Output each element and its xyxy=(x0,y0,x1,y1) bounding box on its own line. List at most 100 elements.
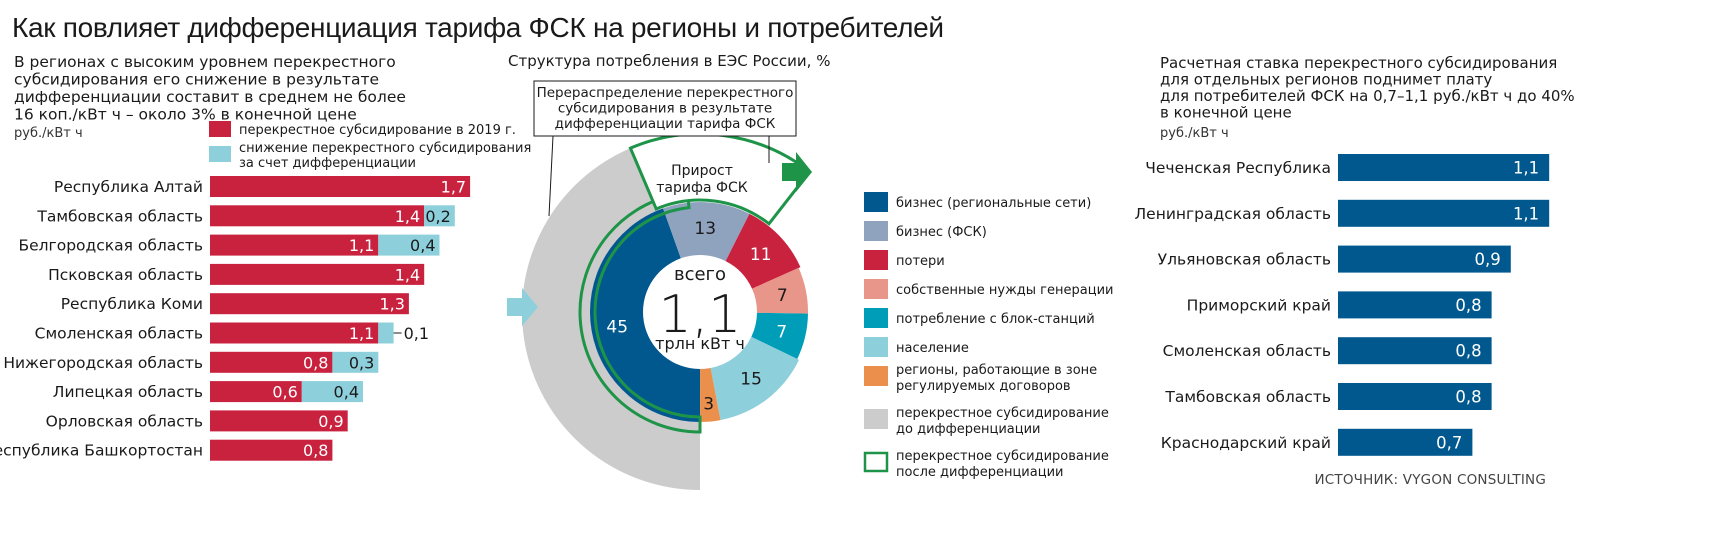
bar xyxy=(1338,245,1511,273)
unit-label: руб./кВт ч xyxy=(14,126,83,141)
bar-value-label: 0,4 xyxy=(410,236,435,255)
chart-subtitle-line: В регионах с высоким уровнем перекрестно… xyxy=(14,53,396,71)
bar-value-label: 0,2 xyxy=(425,207,450,226)
bar xyxy=(1338,199,1550,227)
chart-subtitle-line: в конечной цене xyxy=(1160,104,1292,122)
bar-segment-lightblue xyxy=(301,381,363,403)
chart-subtitle-line: 16 коп./кВт ч – около 3% в конечной цене xyxy=(14,106,357,124)
slice-value-label: 7 xyxy=(776,322,787,342)
growth-label-line: Прирост xyxy=(671,163,733,179)
legend-label: население xyxy=(896,341,969,356)
page-title: Как повлияет дифференциация тарифа ФСК н… xyxy=(12,12,944,43)
bar-value-label: 1,1 xyxy=(1513,204,1539,223)
legend-label: собственные нужды генерации xyxy=(896,283,1113,298)
slice-value-label: 7 xyxy=(777,286,788,306)
legend-swatch xyxy=(863,451,889,473)
donut-center-value: 1,1 xyxy=(659,285,742,345)
legend-swatch xyxy=(864,192,888,212)
bar-segment-red xyxy=(210,176,471,197)
bar-value-label: 0,8 xyxy=(1455,388,1481,407)
category-label: Республика Башкортостан xyxy=(0,442,203,460)
bar-value-label: 0,9 xyxy=(318,412,343,431)
bar-value-label: 1,3 xyxy=(379,295,404,314)
bar-segment-lightblue xyxy=(378,322,394,344)
legend-swatch-red xyxy=(209,121,231,137)
bar-segment-red xyxy=(210,322,379,344)
legend-label: перекрестное субсидирование в 2019 г. xyxy=(239,123,516,138)
donut-slice xyxy=(589,208,700,422)
legend-swatch xyxy=(864,221,888,241)
category-label: Республика Коми xyxy=(61,295,203,313)
bar xyxy=(1338,291,1492,319)
legend-label: регионы, работающие в зоне xyxy=(896,363,1097,378)
bar-value-label: 1,4 xyxy=(395,207,420,226)
bar-value-label: 0,6 xyxy=(272,383,297,402)
legend-swatch xyxy=(864,337,888,357)
donut-center-label: всего xyxy=(674,264,726,285)
legend-label: до дифференциации xyxy=(896,422,1041,437)
growth-label-line: тарифа ФСК xyxy=(656,180,748,196)
bar-value-label: 0,4 xyxy=(334,383,359,402)
legend-label: перекрестное субсидирование xyxy=(896,406,1109,421)
cross-subsidy-after-outline xyxy=(578,191,702,434)
bar-value-label: 0,3 xyxy=(349,353,374,372)
chart-subtitle-line: Расчетная ставка перекрестного субсидиро… xyxy=(1160,54,1557,72)
category-label: Ульяновская область xyxy=(1158,251,1331,269)
slice-value-label: 11 xyxy=(750,245,772,265)
chart-subtitle-line: для отдельных регионов поднимет плату xyxy=(1160,71,1492,89)
bar-segment-lightblue xyxy=(332,351,379,373)
category-label: Ленинградская область xyxy=(1135,205,1332,223)
source-note: ИСТОЧНИК: VYGON CONSULTING xyxy=(1314,472,1546,488)
legend-swatch xyxy=(864,279,888,299)
legend-label: потери xyxy=(896,254,945,269)
bar-value-label: 1,1 xyxy=(349,236,374,255)
donut-slice xyxy=(751,312,808,360)
bar xyxy=(1338,154,1550,181)
legend-swatch xyxy=(864,366,888,386)
slice-value-label: 13 xyxy=(694,219,716,239)
donut-hole xyxy=(644,256,756,368)
bar xyxy=(1338,428,1473,456)
legend-swatch xyxy=(864,308,888,328)
legend-label: после дифференциации xyxy=(896,465,1063,480)
category-label: Орловская область xyxy=(46,412,203,430)
legend-label: снижение перекрестного субсидирования xyxy=(239,141,531,156)
bar-value-label: 0,7 xyxy=(1436,433,1462,452)
callout-line: Перераспределение перекрестного xyxy=(537,85,794,101)
callout-box xyxy=(533,80,797,137)
category-label: Псковская область xyxy=(48,266,203,284)
bar-segment-red xyxy=(210,381,302,403)
outflow-arrow xyxy=(782,152,812,192)
category-label: Тамбовская область xyxy=(36,207,203,225)
bar xyxy=(1338,383,1492,410)
bar-segment-lightblue xyxy=(378,234,440,256)
bar xyxy=(1338,337,1492,365)
chart-subtitle-line: субсидирования его снижение в результате xyxy=(14,71,379,89)
unit-label: руб./кВт ч xyxy=(1160,126,1229,141)
bar-segment-red xyxy=(210,234,379,256)
bar-value-label: 0,8 xyxy=(303,353,328,372)
bar-value-label: 0,8 xyxy=(1455,296,1481,315)
category-label: Республика Алтай xyxy=(54,178,203,196)
legend-label: бизнес (региональные сети) xyxy=(896,196,1091,211)
category-label: Липецкая область xyxy=(53,383,203,401)
bar-value-label: 0,9 xyxy=(1475,250,1501,269)
bar-value-label: 1,4 xyxy=(395,265,420,284)
category-label: Тамбовская область xyxy=(1164,388,1331,406)
left-bar-chart: В регионах с высоким уровнем перекрестно… xyxy=(0,53,531,461)
category-label: Чеченская Республика xyxy=(1145,159,1331,177)
bar-segment-red xyxy=(210,263,425,285)
chart-subtitle-line: дифференциации составит в среднем не бол… xyxy=(14,88,406,106)
donut-center-unit: трлн кВт ч xyxy=(655,334,745,353)
legend-swatch-lightblue xyxy=(209,146,231,162)
donut-slice xyxy=(663,202,750,262)
bar-segment-red xyxy=(210,410,348,432)
callout-line: дифференциации тарифа ФСК xyxy=(555,116,776,132)
donut-slice xyxy=(725,213,801,289)
slice-value-label: 15 xyxy=(740,370,762,390)
donut-slice xyxy=(752,267,808,314)
bar-value-label: 0,8 xyxy=(303,441,328,460)
donut-slice xyxy=(710,336,800,421)
legend-label: потребление с блок-станций xyxy=(896,312,1095,327)
category-label: Смоленская область xyxy=(35,325,203,343)
